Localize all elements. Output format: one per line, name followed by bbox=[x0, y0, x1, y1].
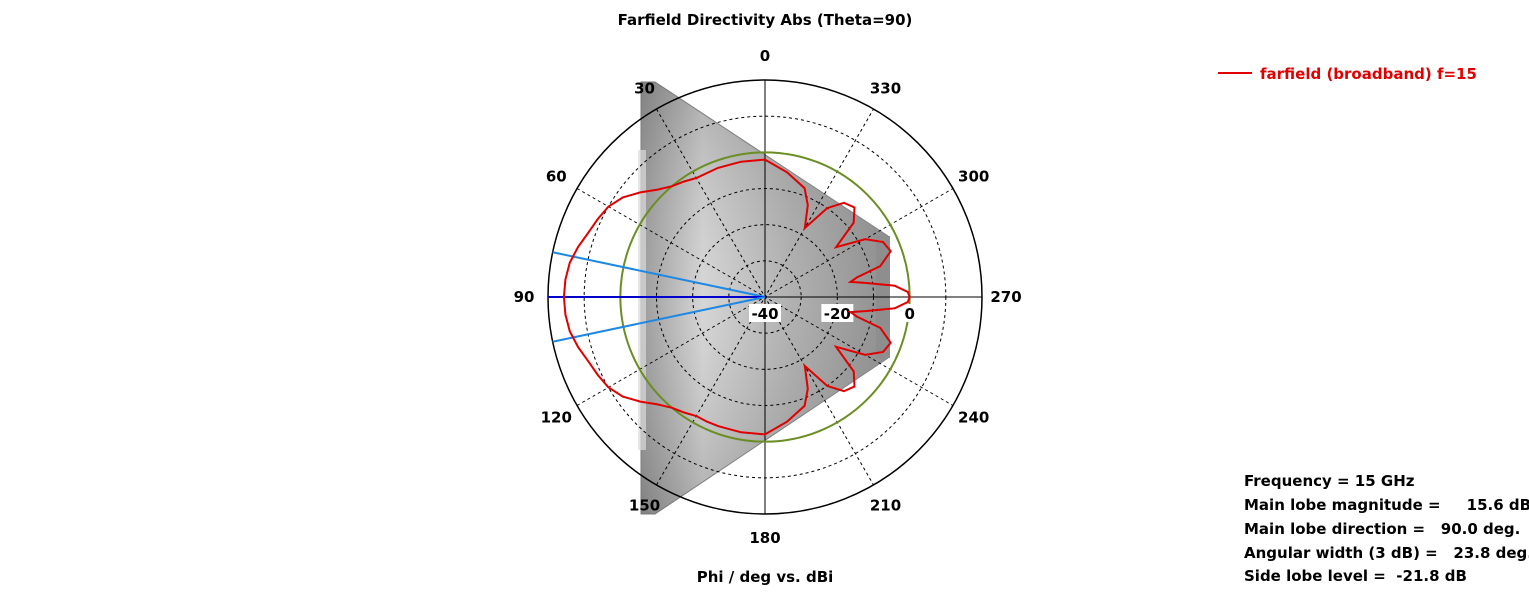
angle-label: 210 bbox=[870, 497, 901, 515]
angle-label: 0 bbox=[760, 47, 770, 65]
angle-label: 180 bbox=[749, 529, 780, 547]
info-frequency: Frequency = 15 GHz bbox=[1244, 472, 1415, 490]
legend: farfield (broadband) f=15 bbox=[1218, 65, 1477, 83]
main-lobe-lines bbox=[548, 251, 766, 343]
legend-label: farfield (broadband) f=15 bbox=[1260, 65, 1477, 83]
angle-label: 300 bbox=[958, 168, 989, 186]
angle-label: 330 bbox=[870, 79, 901, 97]
angle-label: 30 bbox=[634, 79, 655, 97]
radial-label: -20 bbox=[824, 305, 851, 323]
angle-label: 150 bbox=[629, 497, 660, 515]
angle-label: 90 bbox=[514, 288, 535, 306]
info-angular-width: Angular width (3 dB) = 23.8 deg. bbox=[1244, 544, 1529, 562]
radial-label: -40 bbox=[751, 305, 778, 323]
farfield-pattern-curve bbox=[562, 158, 911, 436]
angle-label: 240 bbox=[958, 409, 989, 427]
radial-label: 0 bbox=[904, 305, 914, 323]
info-panel: Frequency = 15 GHz Main lobe magnitude =… bbox=[1244, 472, 1529, 585]
info-side-lobe-level: Side lobe level = -21.8 dB bbox=[1244, 567, 1467, 585]
angle-label: 60 bbox=[546, 168, 567, 186]
half-power-width-line bbox=[552, 251, 766, 298]
info-main-lobe-magnitude: Main lobe magnitude = 15.6 dBi bbox=[1244, 496, 1529, 514]
radial-label-bg bbox=[821, 304, 854, 322]
radial-labels: -40 -20 0 bbox=[749, 304, 926, 323]
half-power-width-line bbox=[552, 296, 766, 343]
info-main-lobe-direction: Main lobe direction = 90.0 deg. bbox=[1244, 520, 1520, 538]
chart-title: Farfield Directivity Abs (Theta=90) bbox=[618, 11, 913, 29]
radial-label-bg bbox=[893, 304, 926, 322]
x-axis-label: Phi / deg vs. dBi bbox=[697, 568, 834, 586]
angle-label: 120 bbox=[541, 409, 572, 427]
radial-label-bg bbox=[749, 304, 781, 322]
angle-label: 270 bbox=[990, 288, 1021, 306]
angle-labels: 0 30 60 90 120 150 180 210 240 270 300 330 bbox=[514, 47, 1022, 547]
